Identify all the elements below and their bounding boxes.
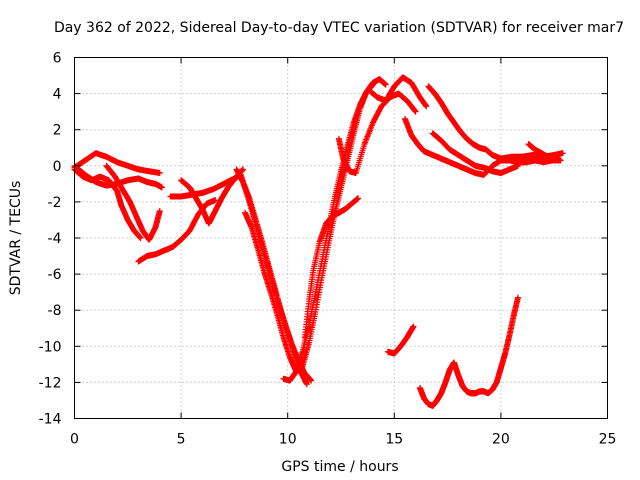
y-tick-label: -2 <box>48 195 62 211</box>
chart-title: Day 362 of 2022, Sidereal Day-to-day VTE… <box>54 20 624 36</box>
data-point <box>212 197 219 204</box>
y-tick-label: -6 <box>48 267 62 283</box>
series-16 <box>429 130 521 177</box>
x-axis-label: GPS time / hours <box>281 459 398 475</box>
y-tick-label: 4 <box>53 87 62 103</box>
data-points <box>71 74 566 409</box>
data-point <box>369 81 376 88</box>
y-tick-label: 0 <box>53 159 62 175</box>
x-tick-label: 20 <box>492 432 510 448</box>
data-point <box>514 162 521 169</box>
x-tick-label: 0 <box>70 432 79 448</box>
series-3 <box>71 166 144 241</box>
data-point <box>137 235 144 241</box>
y-tick-label: 2 <box>53 123 62 139</box>
y-tick-label: -10 <box>39 339 62 355</box>
x-tick-label: 25 <box>599 432 617 448</box>
grid-lines <box>74 57 608 419</box>
data-point <box>412 108 419 115</box>
data-point <box>303 381 310 388</box>
data-point <box>423 103 430 110</box>
x-tick-label: 15 <box>385 432 403 448</box>
x-tick-label: 5 <box>177 432 186 448</box>
series-14 <box>365 74 430 110</box>
data-point <box>156 207 163 214</box>
y-tick-label: -4 <box>48 231 62 247</box>
series-17 <box>425 83 566 162</box>
series-12 <box>301 195 362 341</box>
data-point <box>308 377 315 384</box>
y-axis-label: SDTVAR / TECUs <box>8 181 24 296</box>
data-point <box>382 81 389 88</box>
data-point <box>355 195 362 202</box>
data-point <box>412 107 419 114</box>
data-point <box>156 170 163 177</box>
series-13 <box>335 90 419 177</box>
y-tick-label: 6 <box>53 51 62 67</box>
y-tick-label: -8 <box>48 303 62 319</box>
x-tick-label: 10 <box>279 432 297 448</box>
y-tick-label: -12 <box>39 375 62 391</box>
data-point <box>158 184 165 191</box>
data-point <box>239 166 246 173</box>
series-4 <box>103 162 163 243</box>
y-tick-label: -14 <box>39 412 62 428</box>
